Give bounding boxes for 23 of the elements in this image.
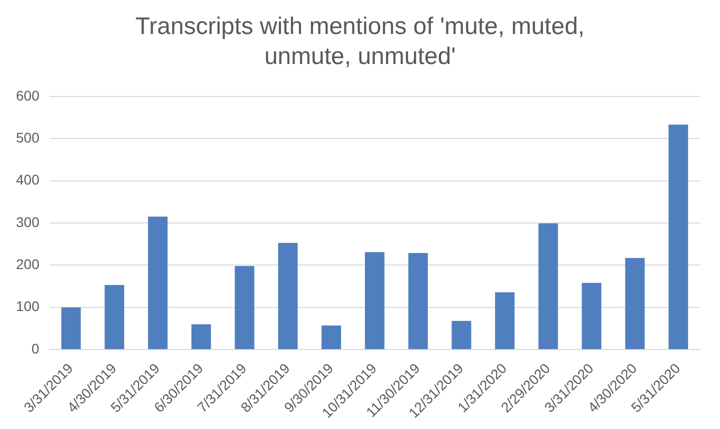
bar bbox=[582, 282, 602, 350]
bar bbox=[61, 307, 81, 350]
bar bbox=[495, 292, 515, 350]
y-tick-label: 600 bbox=[16, 87, 40, 104]
bar bbox=[364, 252, 384, 350]
y-tick-label: 200 bbox=[16, 256, 40, 272]
y-tick-label: 100 bbox=[16, 298, 40, 314]
bar bbox=[668, 124, 688, 350]
y-tick-label: 400 bbox=[16, 172, 40, 188]
bar bbox=[538, 223, 558, 350]
y-tick-label: 300 bbox=[16, 214, 40, 230]
bar bbox=[408, 252, 428, 350]
bar bbox=[234, 266, 254, 350]
chart-title: Transcripts with mentions of 'mute, muted, unmute, unmuted' bbox=[134, 12, 586, 72]
bar bbox=[148, 216, 168, 350]
bar bbox=[322, 326, 342, 350]
y-tick-label: 500 bbox=[16, 129, 40, 146]
bar bbox=[278, 242, 298, 350]
bar bbox=[104, 285, 124, 350]
y-tick-label: 0 bbox=[32, 340, 40, 356]
bar bbox=[191, 324, 211, 350]
bar bbox=[452, 320, 472, 350]
bar bbox=[625, 258, 645, 350]
